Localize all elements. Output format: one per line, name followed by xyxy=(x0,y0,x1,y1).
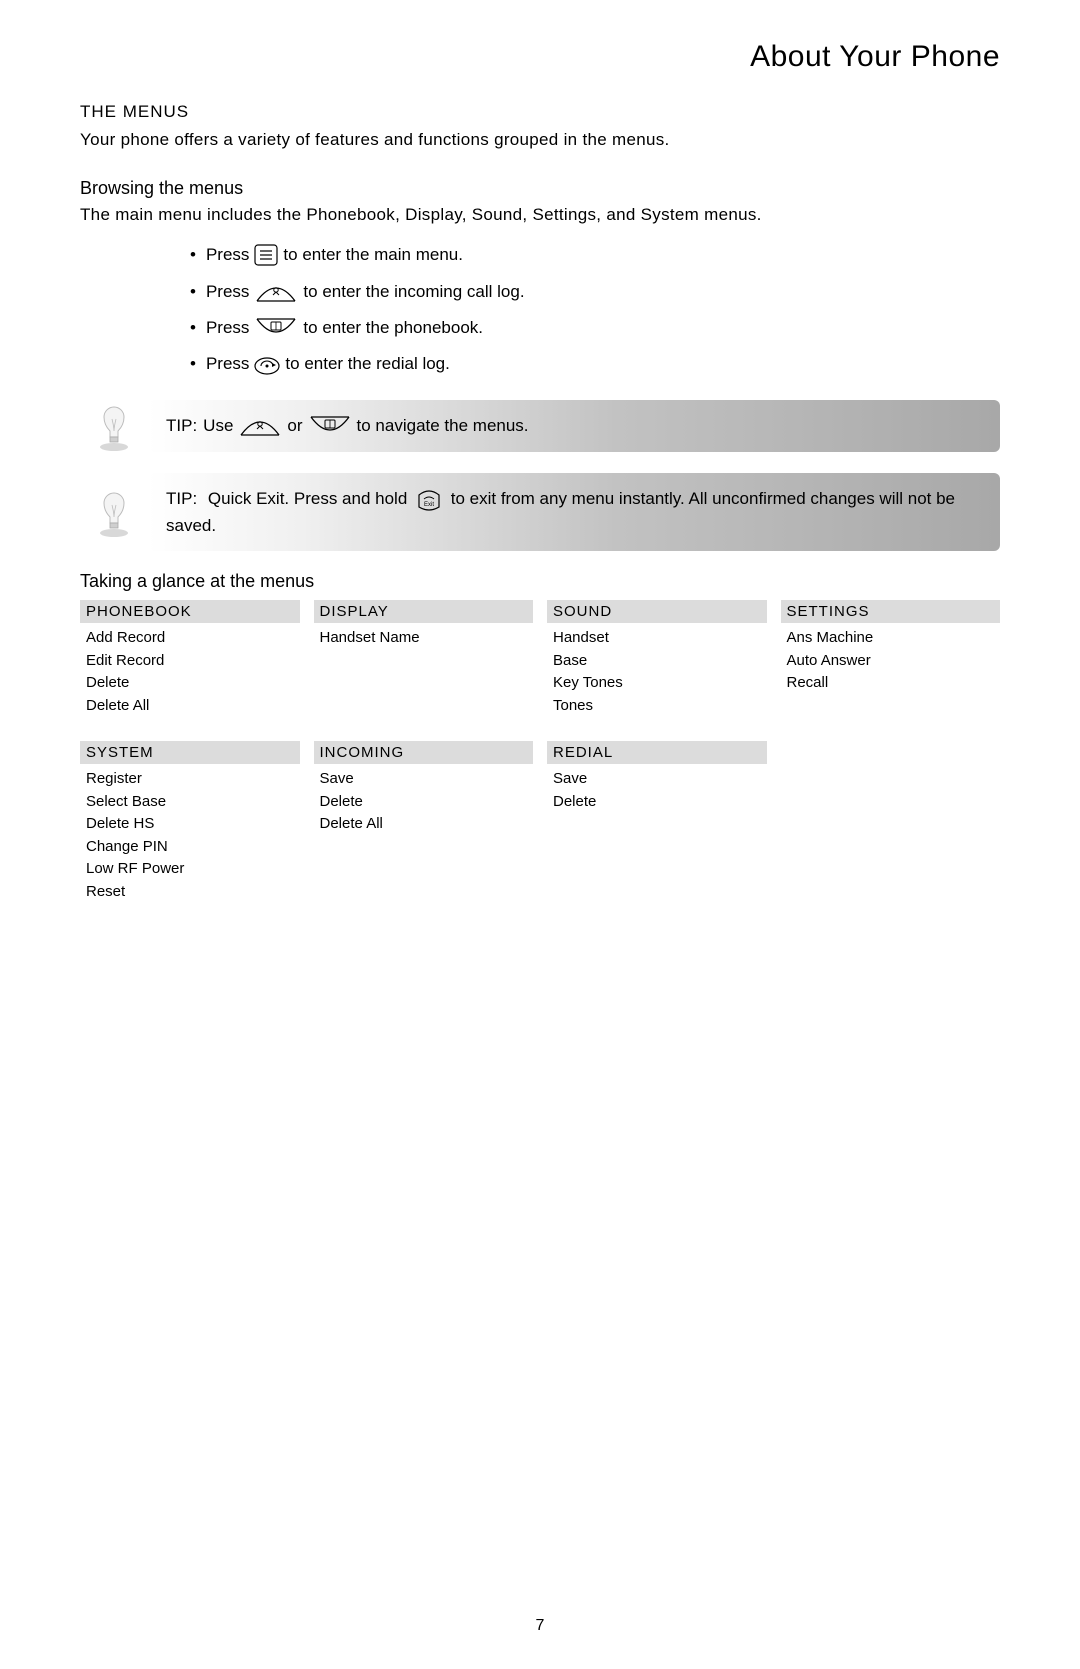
menu-header: INCOMING xyxy=(314,741,534,764)
menu-item: Add Record xyxy=(86,627,294,650)
menu-item: Delete xyxy=(320,791,528,814)
bullet-text-post: to enter the redial log. xyxy=(285,354,449,374)
bullet-item-phonebook: • Press to enter the phonebook. xyxy=(190,317,1000,339)
tip1-pre: Use xyxy=(203,412,233,439)
tip-row-1: TIP: Use or to navigate the menus. xyxy=(80,399,1000,453)
menu-item: Reset xyxy=(86,881,294,904)
bullet-item-main-menu: • Press to enter the main menu. xyxy=(190,243,1000,267)
bullet-dot: • xyxy=(190,318,196,338)
page-number: 7 xyxy=(0,1617,1080,1635)
menu-items: Save Delete xyxy=(547,766,767,815)
menu-item: Base xyxy=(553,650,761,673)
menu-item: Register xyxy=(86,768,294,791)
menu-item: Delete All xyxy=(320,813,528,836)
menu-item: Auto Answer xyxy=(787,650,995,673)
menu-header: PHONEBOOK xyxy=(80,600,300,623)
menu-item: Select Base xyxy=(86,791,294,814)
menu-header: SYSTEM xyxy=(80,741,300,764)
tip-label: TIP: xyxy=(166,412,197,439)
down-key-icon xyxy=(253,317,299,339)
menu-block-sound: SOUND Handset Base Key Tones Tones xyxy=(547,600,767,719)
up-key-icon xyxy=(253,281,299,303)
menu-items: Register Select Base Delete HS Change PI… xyxy=(80,766,300,905)
tip1-post: to navigate the menus. xyxy=(357,412,529,439)
menu-item: Ans Machine xyxy=(787,627,995,650)
menu-item: Handset xyxy=(553,627,761,650)
menu-item: Key Tones xyxy=(553,672,761,695)
menu-item: Delete All xyxy=(86,695,294,718)
tip-box-2: TIP: Quick Exit. Press and hold Exit to … xyxy=(148,473,1000,551)
menu-block-redial: REDIAL Save Delete xyxy=(547,741,767,905)
tip-row-2: TIP: Quick Exit. Press and hold Exit to … xyxy=(80,473,1000,551)
bulb-icon xyxy=(80,399,148,453)
menu-items: Handset Name xyxy=(314,625,534,652)
menu-grid: PHONEBOOK Add Record Edit Record Delete … xyxy=(80,600,1000,905)
bullet-text-post: to enter the main menu. xyxy=(283,245,463,265)
tip2-pre: Quick Exit. Press and hold xyxy=(208,489,412,508)
menu-block-display: DISPLAY Handset Name xyxy=(314,600,534,719)
menu-items: Add Record Edit Record Delete Delete All xyxy=(80,625,300,719)
menu-item: Save xyxy=(553,768,761,791)
menu-items: Handset Base Key Tones Tones xyxy=(547,625,767,719)
subheading-browsing: Browsing the menus xyxy=(80,178,1000,199)
browsing-desc: The main menu includes the Phonebook, Di… xyxy=(80,205,1000,225)
bullet-dot: • xyxy=(190,245,196,265)
bullet-text-pre: Press xyxy=(206,282,249,302)
menu-item: Delete xyxy=(553,791,761,814)
svg-text:Exit: Exit xyxy=(424,502,434,508)
menu-item: Tones xyxy=(553,695,761,718)
menu-block-incoming: INCOMING Save Delete Delete All xyxy=(314,741,534,905)
menu-item: Delete HS xyxy=(86,813,294,836)
bullet-dot: • xyxy=(190,354,196,374)
intro-text: Your phone offers a variety of features … xyxy=(80,130,1000,150)
bullet-dot: • xyxy=(190,282,196,302)
up-key-icon xyxy=(237,415,283,437)
bullet-text-pre: Press xyxy=(206,354,249,374)
menu-block-settings: SETTINGS Ans Machine Auto Answer Recall xyxy=(781,600,1001,719)
menu-item: Handset Name xyxy=(320,627,528,650)
menu-items: Ans Machine Auto Answer Recall xyxy=(781,625,1001,697)
tip-label: TIP: xyxy=(166,489,197,508)
menu-header: SETTINGS xyxy=(781,600,1001,623)
menu-item: Low RF Power xyxy=(86,858,294,881)
bullet-item-incoming: • Press to enter the incoming call log. xyxy=(190,281,1000,303)
tip1-mid: or xyxy=(287,412,302,439)
menu-items: Save Delete Delete All xyxy=(314,766,534,838)
menu-block-system: SYSTEM Register Select Base Delete HS Ch… xyxy=(80,741,300,905)
bulb-icon xyxy=(80,485,148,539)
subheading-glance: Taking a glance at the menus xyxy=(80,571,1000,592)
down-key-icon xyxy=(307,415,353,437)
menu-block-phonebook: PHONEBOOK Add Record Edit Record Delete … xyxy=(80,600,300,719)
menu-item: Delete xyxy=(86,672,294,695)
menu-item: Edit Record xyxy=(86,650,294,673)
menu-key-icon xyxy=(253,243,279,267)
menu-header: DISPLAY xyxy=(314,600,534,623)
redial-key-icon xyxy=(253,353,281,375)
exit-key-icon: Exit xyxy=(416,489,442,511)
menu-item: Recall xyxy=(787,672,995,695)
bullet-item-redial: • Press to enter the redial log. xyxy=(190,353,1000,375)
menu-item: Change PIN xyxy=(86,836,294,859)
bullet-text-post: to enter the phonebook. xyxy=(303,318,483,338)
menu-header: REDIAL xyxy=(547,741,767,764)
section-heading-menus: THE MENUS xyxy=(80,102,1000,122)
menu-header: SOUND xyxy=(547,600,767,623)
menu-item: Save xyxy=(320,768,528,791)
bullet-text-post: to enter the incoming call log. xyxy=(303,282,524,302)
tip-box-1: TIP: Use or to navigate the menus. xyxy=(148,400,1000,451)
bullet-text-pre: Press xyxy=(206,245,249,265)
bullet-text-pre: Press xyxy=(206,318,249,338)
bullet-list: • Press to enter the main menu. • Press … xyxy=(80,243,1000,375)
page-title: About Your Phone xyxy=(80,40,1000,74)
